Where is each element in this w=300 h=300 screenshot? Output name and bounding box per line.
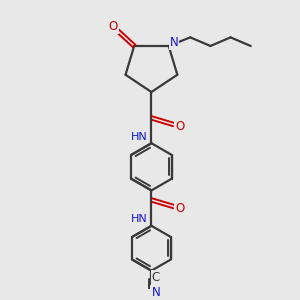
Text: O: O bbox=[109, 20, 118, 33]
Text: O: O bbox=[175, 120, 184, 133]
Text: O: O bbox=[175, 202, 184, 215]
Text: N: N bbox=[152, 286, 160, 299]
Text: C: C bbox=[152, 271, 160, 284]
Text: HN: HN bbox=[131, 132, 148, 142]
Text: HN: HN bbox=[131, 214, 148, 224]
Text: N: N bbox=[169, 36, 178, 49]
